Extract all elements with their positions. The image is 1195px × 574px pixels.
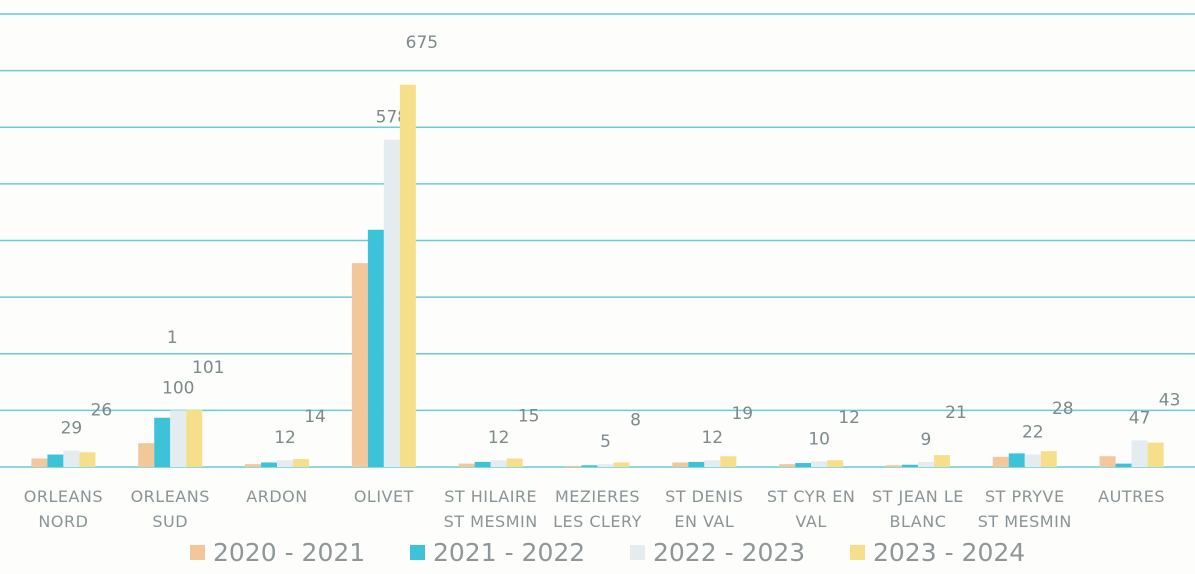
legend-label: 2022 - 2023 — [653, 538, 806, 567]
legend-item: 2023 - 2024 — [850, 538, 1025, 567]
bar — [490, 460, 507, 467]
data-label: 675 — [406, 33, 438, 53]
x-tick-label: ST JEAN LE BLANC — [872, 487, 964, 531]
bar — [1024, 454, 1041, 467]
x-tick-label: AUTRES — [1098, 487, 1165, 506]
data-label: 12 — [274, 428, 296, 448]
bar — [885, 465, 902, 467]
data-label: 14 — [304, 407, 326, 427]
bar — [170, 410, 187, 467]
bar — [474, 461, 491, 467]
bar — [1008, 453, 1025, 467]
legend-item: 2020 - 2021 — [190, 538, 365, 567]
legend-item: 2021 - 2022 — [410, 538, 585, 567]
bar — [367, 229, 384, 467]
bar — [795, 463, 812, 467]
bar — [933, 455, 950, 467]
data-label: 12 — [838, 408, 860, 428]
bar — [458, 463, 475, 467]
data-label: 29 — [61, 419, 83, 439]
bar — [351, 263, 368, 467]
bar — [1147, 442, 1164, 467]
bar — [47, 454, 64, 467]
x-tick-label: ARDON — [246, 487, 308, 506]
annotation: 1 — [167, 328, 178, 348]
bar — [79, 452, 96, 467]
bar — [261, 462, 278, 467]
bar — [63, 450, 80, 467]
x-tick-label: ST DENIS EN VAL — [665, 487, 744, 531]
legend-label: 2021 - 2022 — [433, 538, 586, 567]
data-label: 43 — [1159, 391, 1181, 411]
data-label: 19 — [731, 404, 753, 424]
bar — [901, 464, 918, 467]
x-tick-label: ORLEANS SUD — [130, 487, 210, 531]
data-label: 9 — [921, 430, 932, 450]
data-label: 5 — [600, 432, 611, 452]
data-label: 8 — [630, 410, 641, 430]
data-label: 100 — [162, 378, 194, 398]
bar — [672, 462, 689, 467]
bar — [581, 465, 598, 467]
bar — [811, 461, 828, 467]
legend-item: 2022 - 2023 — [630, 538, 805, 567]
bar — [704, 460, 721, 467]
x-tick-label: ORLEANS NORD — [23, 487, 104, 531]
legend-label: 2023 - 2024 — [873, 538, 1026, 567]
bar — [688, 461, 705, 467]
bar — [277, 460, 294, 467]
bar — [293, 459, 310, 467]
x-tick-label: OLIVET — [353, 487, 414, 506]
bar — [779, 464, 796, 467]
bar — [720, 456, 737, 467]
bar — [1115, 463, 1132, 467]
data-label: 15 — [518, 407, 540, 427]
x-tick-label: ST CYR EN VAL — [766, 487, 856, 531]
bar — [917, 461, 934, 467]
x-tick-label: MEZIERES LES CLERY — [553, 487, 642, 531]
bar — [1040, 451, 1057, 467]
bar — [1099, 456, 1116, 467]
bar — [245, 464, 262, 467]
bar — [383, 139, 400, 467]
legend-swatch — [190, 545, 205, 560]
data-label: 47 — [1129, 408, 1151, 428]
bar — [565, 465, 582, 467]
data-label: 21 — [945, 403, 967, 423]
data-label: 28 — [1052, 399, 1074, 419]
bar — [31, 458, 48, 467]
data-label: 10 — [808, 429, 830, 449]
bar — [138, 443, 155, 467]
data-label: 26 — [91, 400, 113, 420]
legend-swatch — [630, 545, 645, 560]
bar — [506, 458, 523, 467]
x-tick-label: ST PRYVE ST MESMIN — [977, 487, 1072, 531]
data-label: 12 — [488, 428, 510, 448]
legend-swatch — [410, 545, 425, 560]
bar — [1131, 440, 1148, 467]
legend-swatch — [850, 545, 865, 560]
bar — [154, 417, 171, 467]
x-tick-label: ST HILAIRE ST MESMIN — [443, 487, 538, 531]
legend-label: 2020 - 2021 — [213, 538, 366, 567]
bar — [399, 84, 416, 467]
bar — [992, 456, 1009, 467]
bar — [827, 460, 844, 467]
data-label: 101 — [192, 358, 224, 378]
data-label: 22 — [1022, 423, 1044, 443]
bar — [597, 464, 614, 467]
bar — [613, 462, 630, 467]
data-label: 12 — [701, 428, 723, 448]
bar — [186, 409, 203, 467]
